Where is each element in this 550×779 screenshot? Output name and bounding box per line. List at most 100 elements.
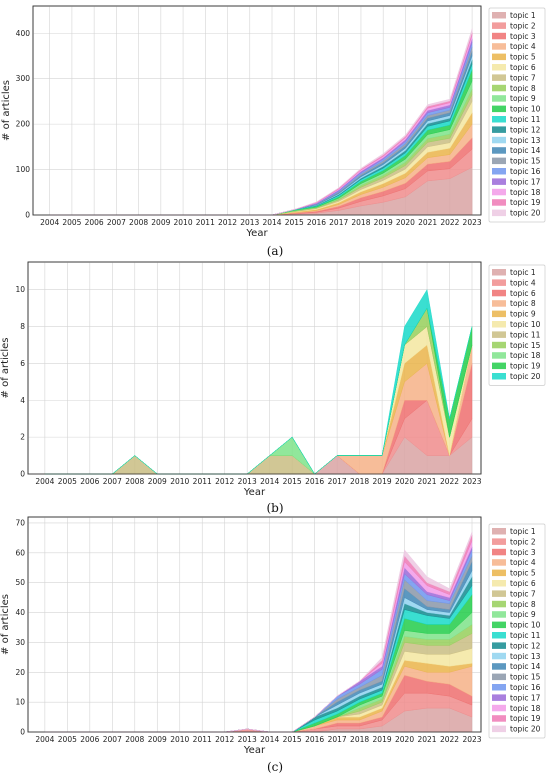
legend-swatch xyxy=(492,269,506,276)
legend-entry: topic 12 xyxy=(510,641,541,650)
legend-entry: topic 5 xyxy=(510,53,536,62)
legend-entry: topic 12 xyxy=(510,125,541,134)
legend-swatch xyxy=(492,168,506,175)
legend-swatch xyxy=(492,32,506,40)
y-tick-label: 60 xyxy=(15,548,25,557)
legend-entry: topic 13 xyxy=(510,652,541,661)
y-tick-label: 2 xyxy=(20,433,25,442)
legend-swatch xyxy=(492,147,506,154)
x-tick-label: 2012 xyxy=(218,218,237,227)
x-tick-label: 2005 xyxy=(58,735,77,744)
y-tick-label: 0 xyxy=(20,470,25,479)
legend-swatch xyxy=(492,74,506,81)
x-tick-label: 2008 xyxy=(125,735,144,744)
x-tick-label: 2007 xyxy=(103,735,122,744)
legend-swatch xyxy=(492,704,506,712)
legend-entry: topic 4 xyxy=(510,558,536,567)
y-tick-label: 400 xyxy=(16,29,31,38)
legend-entry: topic 14 xyxy=(510,662,541,671)
x-tick-label: 2020 xyxy=(395,477,414,486)
x-tick-labels: 2004 2005 2006 2007 2008 2009 2010 2011 2012 2013… xyxy=(40,218,482,227)
legend-swatch xyxy=(492,725,506,733)
x-tick-label: 2023 xyxy=(462,735,481,744)
x-tick-label: 2019 xyxy=(373,477,392,486)
x-tick-label: 2020 xyxy=(395,735,414,744)
legend-entry: topic 6 xyxy=(510,289,536,298)
x-tick-label: 2013 xyxy=(240,218,259,227)
x-tick-label: 2023 xyxy=(462,477,481,486)
legend-swatch xyxy=(492,528,506,535)
chart-panel-2: 2004 2005 2006 2007 2008 2009 2010 2011 2012 2013… xyxy=(0,261,546,515)
legend-entry: topic 11 xyxy=(510,115,541,124)
legend-entry: topic 10 xyxy=(510,621,541,630)
x-tick-label: 2008 xyxy=(129,218,148,227)
legend-swatch xyxy=(492,663,506,670)
legend-swatch xyxy=(492,64,506,71)
legend-entry: topic 1 xyxy=(510,268,536,277)
x-tick-label: 2017 xyxy=(328,735,347,744)
legend-swatch xyxy=(492,684,506,691)
legend-swatch xyxy=(492,116,506,123)
y-axis-label: # of articles xyxy=(0,594,11,655)
y-axis-label: # of articles xyxy=(1,80,12,141)
legend-swatch xyxy=(492,43,506,50)
legend-entry: topic 20 xyxy=(510,725,541,734)
legend-entry: topic 16 xyxy=(510,683,541,692)
x-tick-labels: 2004 2005 2006 2007 2008 2009 2010 2011 2012 2013… xyxy=(35,477,481,486)
x-tick-label: 2012 xyxy=(215,735,234,744)
x-tick-label: 2017 xyxy=(328,477,347,486)
legend-entry: topic 9 xyxy=(510,94,536,103)
x-tick-labels: 2004 2005 2006 2007 2008 2009 2010 2011 2012 2013… xyxy=(35,735,481,744)
legend-swatch xyxy=(492,590,506,597)
y-tick-labels: 0 10 20 30 40 50 60 70 xyxy=(15,518,25,736)
y-tick-labels: 0 100 200 300 400 xyxy=(16,29,31,220)
x-tick-label: 2009 xyxy=(148,735,167,744)
legend-swatch xyxy=(492,209,506,217)
legend-swatch xyxy=(492,611,506,618)
x-axis-label: Year xyxy=(243,487,266,498)
x-tick-label: 2011 xyxy=(193,735,212,744)
legend-entry: topic 7 xyxy=(510,589,536,598)
x-tick-label: 2014 xyxy=(260,477,279,486)
y-tick-label: 6 xyxy=(20,359,25,368)
legend-swatch xyxy=(492,548,506,556)
x-axis-label: Year xyxy=(245,228,268,239)
x-tick-label: 2022 xyxy=(440,477,459,486)
y-tick-label: 300 xyxy=(16,74,31,83)
legend-entry: topic 1 xyxy=(510,11,536,20)
x-tick-label: 2006 xyxy=(85,218,104,227)
legend-entry: topic 1 xyxy=(510,527,536,536)
x-tick-label: 2019 xyxy=(373,735,392,744)
x-tick-label: 2006 xyxy=(80,735,99,744)
x-tick-label: 2021 xyxy=(417,735,436,744)
legend-swatch xyxy=(492,569,506,577)
legend-entry: topic 3 xyxy=(510,548,536,557)
legend-swatch xyxy=(492,538,506,545)
legend-swatch xyxy=(492,105,506,113)
x-tick-label: 2021 xyxy=(418,218,437,227)
legend-swatch xyxy=(492,673,506,681)
y-tick-label: 70 xyxy=(15,518,25,527)
legend-swatch xyxy=(492,321,506,328)
x-tick-label: 2004 xyxy=(35,477,54,486)
x-tick-label: 2015 xyxy=(283,735,302,744)
legend-swatch xyxy=(492,642,506,649)
legend-swatch xyxy=(492,95,506,102)
legend-entry: topic 19 xyxy=(510,714,541,723)
x-tick-label: 2016 xyxy=(305,735,324,744)
legend-swatch xyxy=(492,352,506,359)
x-tick-label: 2022 xyxy=(440,735,459,744)
legend-entry: topic 19 xyxy=(510,362,541,371)
legend-swatch xyxy=(492,22,506,29)
legend-entry: topic 17 xyxy=(510,693,541,702)
legend-entry: topic 5 xyxy=(510,569,536,578)
y-tick-labels: 0 2 4 6 8 10 xyxy=(15,285,25,478)
x-tick-label: 2007 xyxy=(103,477,122,486)
x-tick-label: 2015 xyxy=(283,477,302,486)
panel-caption: (a) xyxy=(267,244,284,258)
legend-entry: topic 9 xyxy=(510,610,536,619)
legend-swatch xyxy=(492,157,506,165)
y-tick-label: 50 xyxy=(15,578,25,587)
